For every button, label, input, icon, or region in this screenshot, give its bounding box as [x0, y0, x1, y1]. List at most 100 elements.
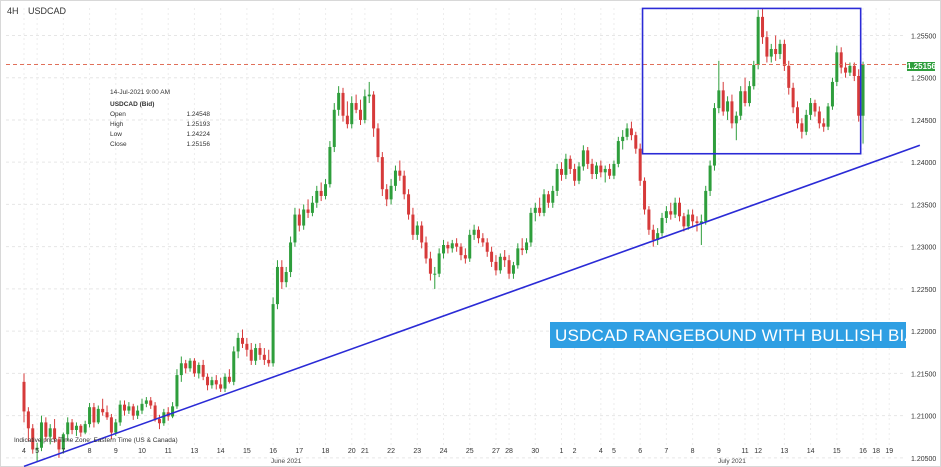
candle-body	[324, 184, 328, 196]
candle	[297, 208, 301, 232]
candle-body	[555, 168, 559, 191]
candle-body	[455, 243, 459, 247]
candle-body	[26, 411, 30, 429]
candle	[293, 207, 297, 247]
candle	[398, 160, 402, 181]
price-tick-label: 1.24500	[911, 118, 936, 125]
candle-body	[564, 158, 568, 175]
candle-body	[293, 214, 297, 243]
candle	[354, 94, 358, 114]
candle-body	[271, 304, 275, 364]
candle-body	[372, 94, 376, 129]
candle	[664, 206, 668, 224]
candle-body	[197, 364, 201, 374]
date-tick-label: 18	[322, 448, 330, 455]
candles	[22, 8, 865, 463]
chart-grid	[6, 8, 906, 459]
candle	[328, 141, 332, 188]
candle	[236, 332, 240, 359]
candle-body	[428, 258, 432, 274]
candle-body	[608, 168, 612, 176]
info-value: 1.25156	[186, 141, 211, 148]
date-tick-label: 22	[387, 448, 395, 455]
candle-body	[136, 410, 140, 416]
candle	[581, 145, 585, 171]
candle	[756, 10, 760, 70]
candle	[691, 209, 695, 227]
candle	[136, 405, 140, 420]
candle	[22, 373, 26, 423]
candle-body	[101, 408, 105, 413]
candle-body	[712, 108, 716, 166]
candle-body	[262, 354, 266, 360]
date-tick-label: 25	[466, 448, 474, 455]
candle-body	[765, 37, 769, 57]
candle	[481, 233, 485, 247]
candle	[835, 45, 839, 87]
candle-body	[358, 109, 362, 120]
info-value: 1.25193	[186, 121, 211, 128]
candle	[350, 96, 354, 129]
candle-body	[586, 150, 590, 164]
candle-body	[861, 64, 865, 116]
candle	[699, 214, 703, 245]
candle	[31, 424, 35, 454]
candle	[678, 197, 681, 222]
candle	[118, 400, 122, 426]
candle	[232, 346, 236, 386]
candle-body	[826, 106, 830, 127]
candle	[101, 398, 105, 416]
candle-body	[476, 229, 480, 239]
candle-body	[848, 65, 852, 73]
candle-body	[581, 150, 585, 167]
candle-body	[468, 234, 472, 259]
candle-body	[621, 136, 625, 142]
candle-body	[157, 419, 161, 424]
candle	[747, 81, 751, 107]
candle	[192, 358, 196, 377]
candle-body	[787, 65, 791, 88]
candle-body	[162, 412, 166, 424]
candle	[782, 39, 786, 71]
range-box	[641, 7, 862, 155]
candle	[485, 238, 489, 257]
candle	[171, 402, 175, 419]
candle	[241, 329, 244, 349]
price-tick-label: 1.21000	[911, 414, 936, 421]
candle-body	[241, 337, 244, 344]
headline-banner: USDCAD RANGEBOUND WITH BULLISH BIAS	[550, 322, 906, 348]
candle-body	[813, 103, 817, 112]
candle-body	[302, 209, 306, 226]
time-axis: 4 5 7 8 9 10 11 13 14 15 16 17 18 20 21 22 23 24 25 27 28 30 1…	[22, 448, 893, 465]
candle	[411, 207, 415, 240]
candle-body	[695, 221, 699, 224]
candle	[525, 238, 529, 254]
candle	[61, 432, 65, 454]
candle	[88, 402, 92, 428]
candle	[380, 152, 384, 196]
date-tick-label: 30	[531, 448, 539, 455]
candle	[219, 377, 223, 392]
price-tick-label: 1.20500	[911, 456, 936, 463]
candle-body	[551, 190, 555, 203]
candle	[656, 228, 660, 245]
info-value: 1.24548	[186, 111, 211, 118]
info-label: High	[110, 121, 124, 128]
candle-body	[258, 348, 262, 355]
candle-body	[778, 43, 782, 55]
candle-body	[289, 242, 293, 273]
candle-body	[118, 404, 122, 423]
candle	[800, 118, 804, 139]
candle	[332, 103, 336, 153]
candle	[472, 224, 476, 240]
candle	[546, 190, 550, 208]
candle-body	[184, 363, 188, 369]
candle	[520, 238, 524, 256]
candle	[420, 221, 424, 249]
candle	[507, 255, 511, 279]
date-tick-label: 7	[61, 448, 65, 455]
candle-body	[127, 406, 131, 411]
candle-body	[726, 101, 730, 112]
date-tick-label: 8	[88, 448, 92, 455]
candle	[402, 170, 406, 200]
